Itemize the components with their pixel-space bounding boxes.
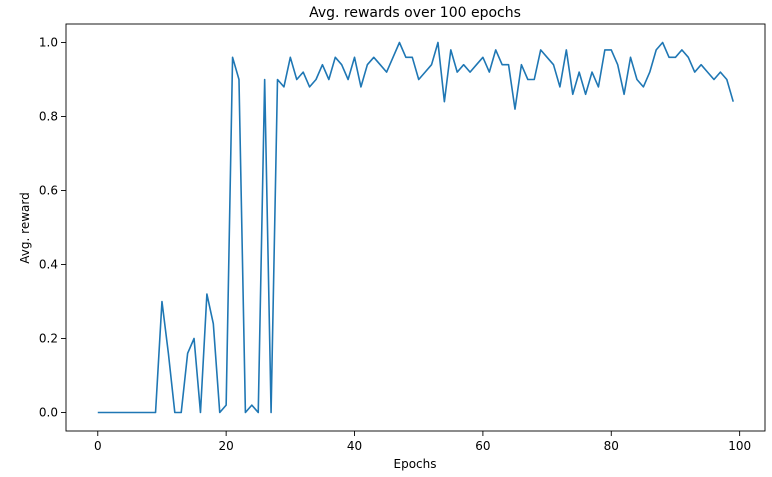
series-line-0 <box>97 41 734 414</box>
x-tick-label: 0 <box>94 439 102 453</box>
x-tick-label: 80 <box>604 439 619 453</box>
axes-frame <box>65 23 766 432</box>
x-axis-label: Epochs <box>394 457 437 471</box>
y-tick-label: 0.0 <box>39 406 58 420</box>
y-tick-label: 0.8 <box>39 110 58 124</box>
y-tick-label: 1.0 <box>39 36 58 50</box>
y-axis-label: Avg. reward <box>18 192 32 263</box>
x-tick-label: 20 <box>219 439 234 453</box>
y-tick-label: 0.2 <box>39 332 58 346</box>
chart-title: Avg. rewards over 100 epochs <box>309 5 521 21</box>
y-tick-label: 0.4 <box>39 258 58 272</box>
y-tick-label: 0.6 <box>39 184 58 198</box>
x-tick-label: 100 <box>728 439 751 453</box>
x-tick-label: 40 <box>347 439 362 453</box>
x-tick-label: 60 <box>475 439 490 453</box>
